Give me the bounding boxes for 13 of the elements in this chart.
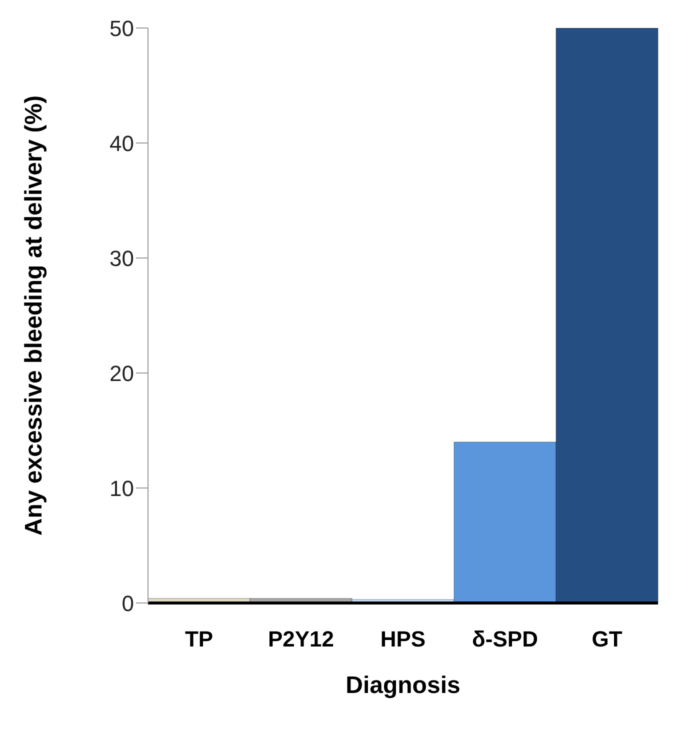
- y-tick-label: 40: [110, 130, 134, 156]
- y-axis-title: Any excessive bleeding at delivery (%): [20, 95, 48, 536]
- y-tick-label: 0: [122, 590, 134, 616]
- y-tick-label: 30: [110, 246, 134, 271]
- x-tick-label: P2Y12: [268, 626, 334, 652]
- y-tick-label: 50: [110, 16, 134, 41]
- x-tick-label: δ-SPD: [472, 626, 538, 652]
- y-tick-label: 20: [110, 360, 134, 386]
- x-tick-label: HPS: [380, 626, 426, 652]
- x-axis-title: Diagnosis: [346, 672, 460, 699]
- y-tick-label: 10: [110, 476, 134, 501]
- x-tick-label: TP: [184, 626, 214, 652]
- x-tick-label: GT: [592, 626, 623, 652]
